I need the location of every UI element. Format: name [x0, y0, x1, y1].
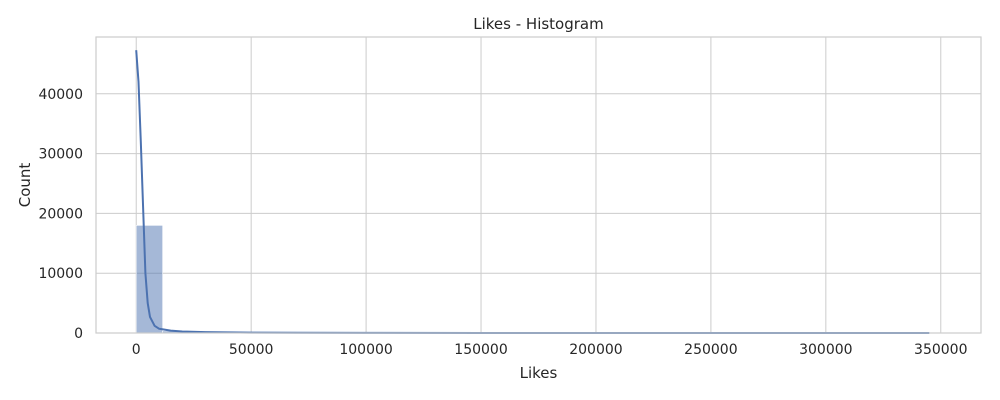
x-tick-label: 250000 — [684, 342, 737, 358]
kde-curve — [135, 50, 930, 334]
y-tick-labels: 0 10000 20000 30000 40000 — [38, 87, 83, 342]
kde-curve-group — [135, 50, 930, 334]
y-tick-label: 0 — [74, 326, 83, 342]
grid — [96, 37, 981, 334]
x-tick-label: 350000 — [914, 342, 967, 358]
chart-title: Likes - Histogram — [473, 15, 603, 33]
x-tick-label: 200000 — [569, 342, 622, 358]
y-tick-label: 20000 — [38, 206, 83, 222]
y-axis-label: Count — [16, 163, 34, 208]
y-tick-label: 10000 — [38, 266, 83, 282]
x-axis-label: Likes — [520, 364, 558, 382]
y-tick-label: 30000 — [38, 147, 83, 163]
x-tick-label: 150000 — [454, 342, 507, 358]
y-tick-label: 40000 — [38, 87, 83, 103]
x-tick-label: 0 — [132, 342, 141, 358]
x-tick-label: 50000 — [229, 342, 274, 358]
x-tick-label: 100000 — [339, 342, 392, 358]
x-tick-labels: 0 50000 100000 150000 200000 250000 300000 3500… — [132, 342, 968, 358]
histogram-bars — [135, 225, 930, 334]
plot-frame — [95, 36, 982, 334]
x-tick-label: 300000 — [799, 342, 852, 358]
